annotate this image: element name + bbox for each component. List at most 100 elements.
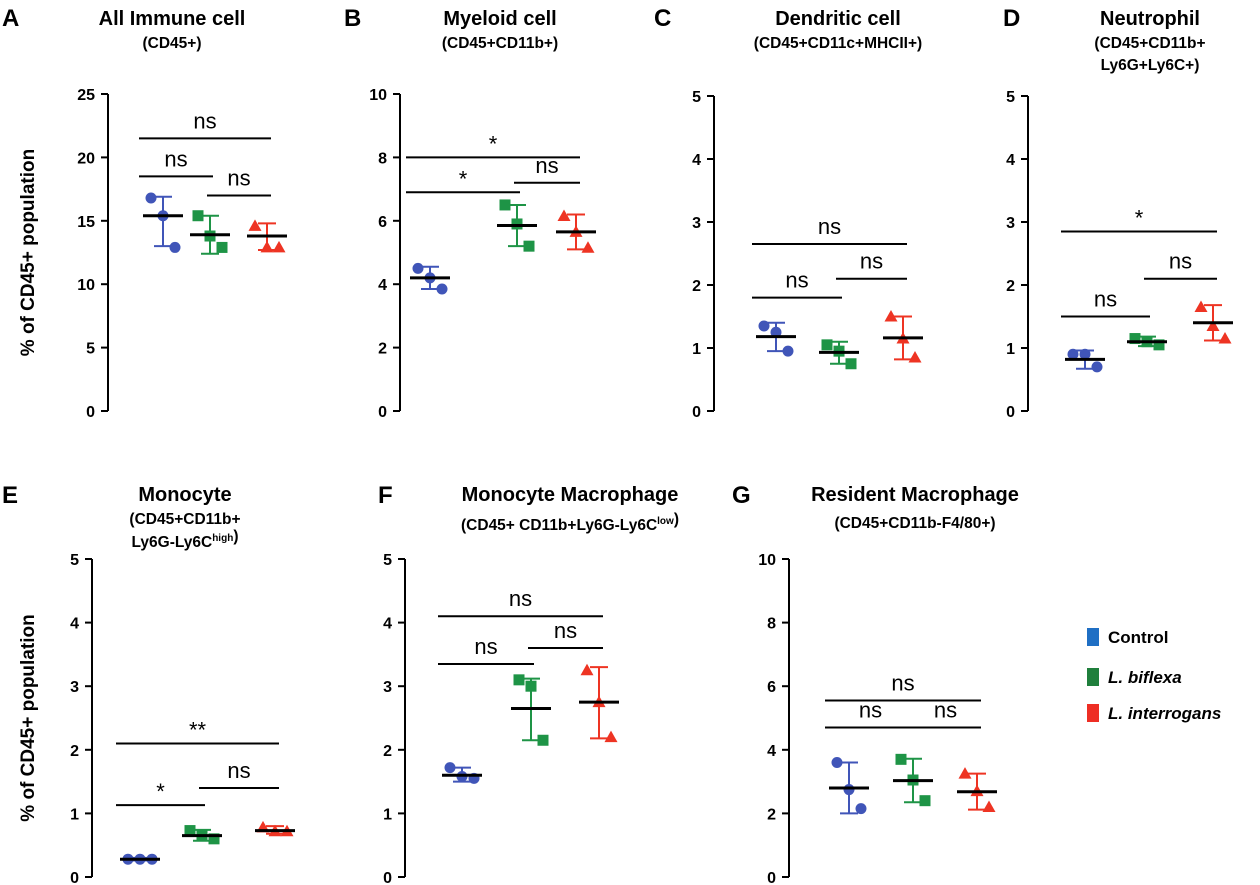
- chart-title: Monocyte Macrophage: [462, 484, 679, 506]
- chart-subtitle: (CD45+ CD11b+Ly6G-Ly6Clow): [461, 511, 679, 534]
- data-point: [436, 283, 448, 295]
- y-tick-label: 0: [767, 870, 776, 885]
- data-point: [1129, 333, 1141, 345]
- y-tick-label: 8: [378, 150, 387, 167]
- panel-letter: G: [732, 482, 751, 509]
- y-tick-label: 5: [692, 89, 701, 106]
- chart-subtitle: (CD45+): [142, 35, 201, 52]
- y-tick-label: 4: [767, 743, 776, 760]
- legend-swatch: [1087, 628, 1099, 646]
- chart-title: Dendritic cell: [775, 8, 901, 30]
- data-point: [604, 730, 618, 743]
- y-tick-label: 0: [70, 870, 79, 885]
- legend-swatch: [1087, 704, 1099, 722]
- data-point: [1079, 348, 1091, 360]
- significance-label: ns: [554, 618, 577, 643]
- y-tick-label: 2: [378, 341, 387, 358]
- significance-label: **: [189, 717, 207, 742]
- y-tick-label: 2: [767, 806, 776, 823]
- y-tick-label: 3: [383, 679, 392, 696]
- y-tick-label: 3: [70, 679, 79, 696]
- data-point: [1091, 361, 1103, 373]
- data-point: [248, 219, 262, 231]
- data-point: [444, 762, 456, 774]
- data-point: [169, 241, 181, 253]
- data-point: [919, 795, 931, 807]
- y-tick-label: 6: [767, 679, 776, 696]
- chart-subtitle: (CD45+CD11c+MHCII+): [754, 35, 922, 52]
- data-point: [1194, 300, 1208, 313]
- subtitle-superscript: high: [212, 533, 233, 544]
- y-axis-label: % of CD45+ population: [18, 149, 39, 356]
- legend-label: L. biflexa: [1108, 668, 1182, 687]
- data-point: [145, 192, 157, 204]
- chart-title: All Immune cell: [99, 8, 246, 30]
- data-point: [192, 210, 204, 222]
- legend-swatch: [1087, 668, 1099, 686]
- data-point: [260, 240, 274, 253]
- y-tick-label: 10: [77, 277, 95, 294]
- significance-label: ns: [891, 671, 914, 696]
- y-tick-label: 10: [369, 87, 387, 104]
- y-tick-label: 10: [758, 552, 776, 569]
- significance-label: ns: [934, 698, 957, 723]
- y-tick-label: 2: [692, 278, 701, 295]
- subtitle-part: (CD45+ CD11b+Ly6G-Ly6C: [461, 517, 657, 534]
- y-tick-label: 4: [692, 152, 701, 169]
- data-point: [581, 241, 595, 253]
- data-point: [1218, 332, 1232, 344]
- data-point: [782, 345, 794, 357]
- significance-label: ns: [1094, 287, 1117, 312]
- significance-label: ns: [227, 165, 250, 190]
- y-tick-label: 4: [70, 616, 79, 633]
- panel-letter: B: [344, 5, 361, 32]
- y-tick-label: 5: [383, 552, 392, 569]
- chart-subtitle: (CD45+CD11b+: [129, 511, 240, 528]
- y-axis-label: % of CD45+ population: [18, 614, 39, 821]
- data-point: [982, 800, 996, 813]
- y-tick-label: 6: [378, 214, 387, 231]
- data-point: [821, 339, 833, 351]
- y-tick-label: 20: [77, 150, 95, 167]
- panel-f: F Monocyte Macrophage (CD45+ CD11b+Ly6G-Ly…: [378, 482, 679, 885]
- chart-subtitle: Ly6G+Ly6C+): [1101, 57, 1200, 74]
- data-point: [511, 218, 523, 230]
- data-point: [557, 209, 571, 222]
- y-tick-label: 0: [378, 404, 387, 421]
- y-tick-label: 4: [383, 616, 392, 633]
- data-point: [958, 767, 972, 779]
- subtitle-part: ): [674, 511, 679, 528]
- significance-label: ns: [859, 698, 882, 723]
- panel-e: E Monocyte(CD45+CD11b+Ly6G-Ly6Chigh)01234…: [2, 482, 295, 885]
- data-point: [272, 240, 286, 253]
- significance-label: ns: [164, 146, 187, 171]
- significance-label: *: [489, 131, 498, 156]
- y-tick-label: 15: [77, 214, 95, 231]
- significance-label: *: [156, 779, 165, 804]
- y-tick-label: 1: [692, 341, 701, 358]
- data-point: [831, 757, 843, 769]
- significance-label: ns: [818, 214, 841, 239]
- y-tick-label: 3: [1006, 215, 1015, 232]
- y-tick-label: 1: [1006, 341, 1015, 358]
- data-point: [208, 833, 220, 845]
- data-point: [513, 674, 525, 686]
- subtitle-part: Ly6G-Ly6C: [132, 534, 213, 551]
- chart-subtitle: (CD45+CD11b+: [1094, 35, 1205, 52]
- y-tick-label: 0: [1006, 404, 1015, 421]
- significance-label: *: [459, 166, 468, 191]
- y-tick-label: 5: [1006, 89, 1015, 106]
- panel-letter: F: [378, 482, 393, 509]
- y-tick-label: 4: [1006, 152, 1015, 169]
- panel-letter: D: [1003, 5, 1020, 32]
- data-point: [412, 262, 424, 274]
- significance-label: ns: [1169, 249, 1192, 274]
- panel-letter: C: [654, 5, 671, 32]
- panel-letter: A: [2, 5, 19, 32]
- data-point: [1153, 339, 1165, 351]
- data-point: [895, 753, 907, 765]
- significance-label: ns: [860, 249, 883, 274]
- data-point: [580, 663, 594, 676]
- data-point: [216, 241, 228, 253]
- data-point: [523, 240, 535, 252]
